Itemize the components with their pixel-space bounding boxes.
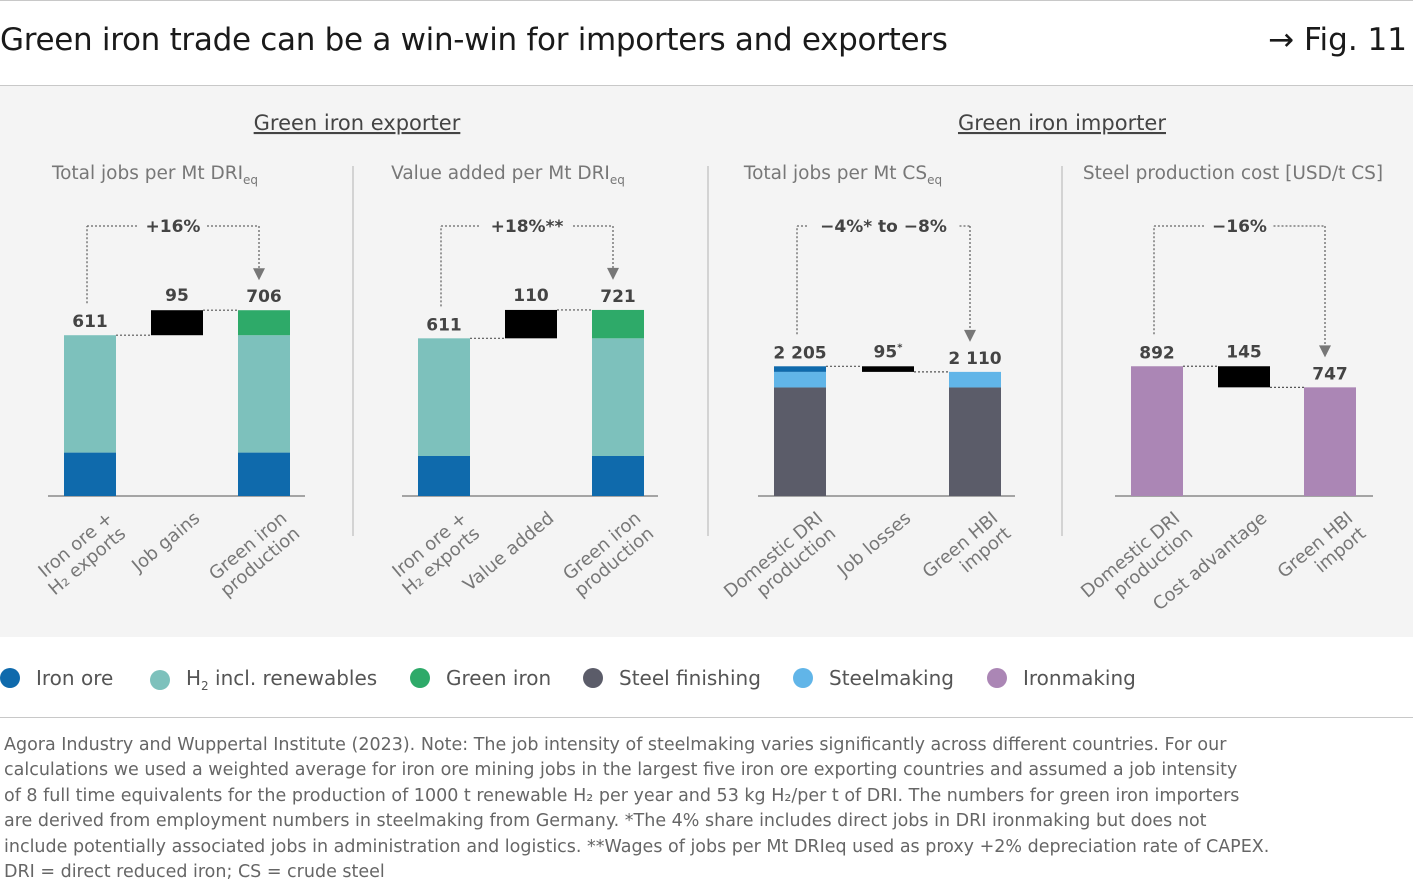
tick-label: Green ironproduction [558,508,658,602]
tick-label: Iron ore +H₂ exports [32,508,130,600]
bar-segment [592,456,644,496]
legend-item: H2 incl. renewables [150,666,377,693]
tick-label: Green HBIimport [919,508,1015,598]
note-line: of 8 full time equivalents for the produ… [4,785,1240,806]
legend-item: Iron ore [0,666,113,690]
bar-delta [862,366,914,372]
bar-segment [238,335,290,453]
legend-item: Green iron [410,666,551,690]
bar-segment [774,371,826,388]
figure-label: → Fig. 11 [1268,22,1407,58]
source-notes: Agora Industry and Wuppertal Institute (… [4,733,1404,885]
chart-title: Steel production cost [USD/t CS] [1083,163,1383,184]
data-label: 95 [165,286,189,306]
tick-label: Green ironproduction [204,508,304,602]
bar-segment [592,309,644,339]
data-label: 110 [513,286,549,306]
bar-segment [1131,366,1183,496]
legend-swatch [987,668,1007,688]
tick-label: Value added [459,508,558,596]
chart-title: Total jobs per Mt DRIeq [51,163,258,187]
chart-3: Steel production cost [USD/t CS] 892 145 74… [1077,163,1383,618]
bar-segment [64,452,116,496]
tick-label: Job gains [127,508,204,577]
change-label: −4%* to −8% [820,217,947,237]
legend-label: Steelmaking [829,666,954,690]
data-label: 145 [1226,342,1262,362]
data-label: 611 [426,315,462,335]
legend-item: Steel finishing [583,666,761,690]
bar-segment [418,338,470,456]
legend-swatch [583,668,603,688]
chart-title: Total jobs per Mt CSeq [743,163,942,187]
change-label: +16% [146,217,201,237]
legend-label: Steel finishing [619,666,761,690]
bar-delta [151,310,203,336]
data-label: 611 [72,312,108,332]
legend-label: Iron ore [36,666,114,690]
tick-label: Domestic DRIproduction [1077,508,1197,618]
bar-segment [949,387,1001,496]
chart-0: Total jobs per Mt DRIeq 611 95 706 +16% Iron … [32,163,305,602]
notes-divider [0,717,1413,718]
note-line: DRI = direct reduced iron; CS = crude st… [4,862,385,883]
data-label: 706 [246,287,282,307]
arrow-head [1319,345,1331,358]
data-label: 2 110 [948,349,1001,369]
note-line: calculations we used a weighted average … [4,760,1238,781]
bar-segment [1304,387,1356,496]
group-title-exporter: Green iron exporter [254,111,461,135]
legend-swatch [150,669,170,690]
legend: Iron ore H2 incl. renewables Green iron Ste… [0,660,1413,700]
top-rule [0,0,1413,1]
legend-label: H2 incl. renewables [186,666,378,693]
legend-item: Ironmaking [987,666,1136,690]
chart-panel: Green iron exporter Green iron importer … [0,85,1413,637]
data-label: 892 [1139,343,1175,363]
bar-segment [238,310,290,336]
legend-label: Ironmaking [1023,666,1136,690]
arrow-head [253,268,265,281]
bar-segment [774,366,826,372]
note-line: Agora Industry and Wuppertal Institute (… [4,735,1227,755]
arrow-head [607,267,619,280]
data-label: 2 205 [773,343,826,363]
bar-segment [64,335,116,453]
chart-2: Total jobs per Mt CSeq 2 205 95* 2 110 −4%* … [720,163,1015,618]
legend-swatch [793,668,813,688]
tick-label: Domestic DRIproduction [720,508,840,618]
tick-label: Green HBIimport [1274,508,1370,598]
legend-label: Green iron [446,666,552,690]
legend-swatch [0,668,20,688]
note-line: include potentially associated jobs in a… [4,836,1270,857]
group-title-importer: Green iron importer [958,111,1166,135]
tick-label: Job losses [833,508,915,582]
note-line: are derived from employment numbers in s… [4,811,1207,832]
bar-segment [949,371,1001,388]
bar-segment [238,452,290,496]
chart-title: Value added per Mt DRIeq [391,163,625,187]
legend-item: Steelmaking [793,666,954,690]
data-label: 95* [874,342,904,362]
arrow-head [964,329,976,342]
bar-segment [774,387,826,496]
data-label: 747 [1312,364,1348,384]
change-label: +18%** [491,217,564,237]
bar-segment [418,456,470,496]
bar-delta [1218,366,1270,388]
charts-svg: Green iron exporter Green iron importer … [32,111,1383,618]
legend-swatch [410,668,430,688]
data-label: 721 [600,287,636,307]
change-label: −16% [1212,217,1267,237]
bar-delta [505,309,557,339]
bar-segment [592,338,644,456]
page-title: Green iron trade can be a win-win for im… [0,22,948,58]
